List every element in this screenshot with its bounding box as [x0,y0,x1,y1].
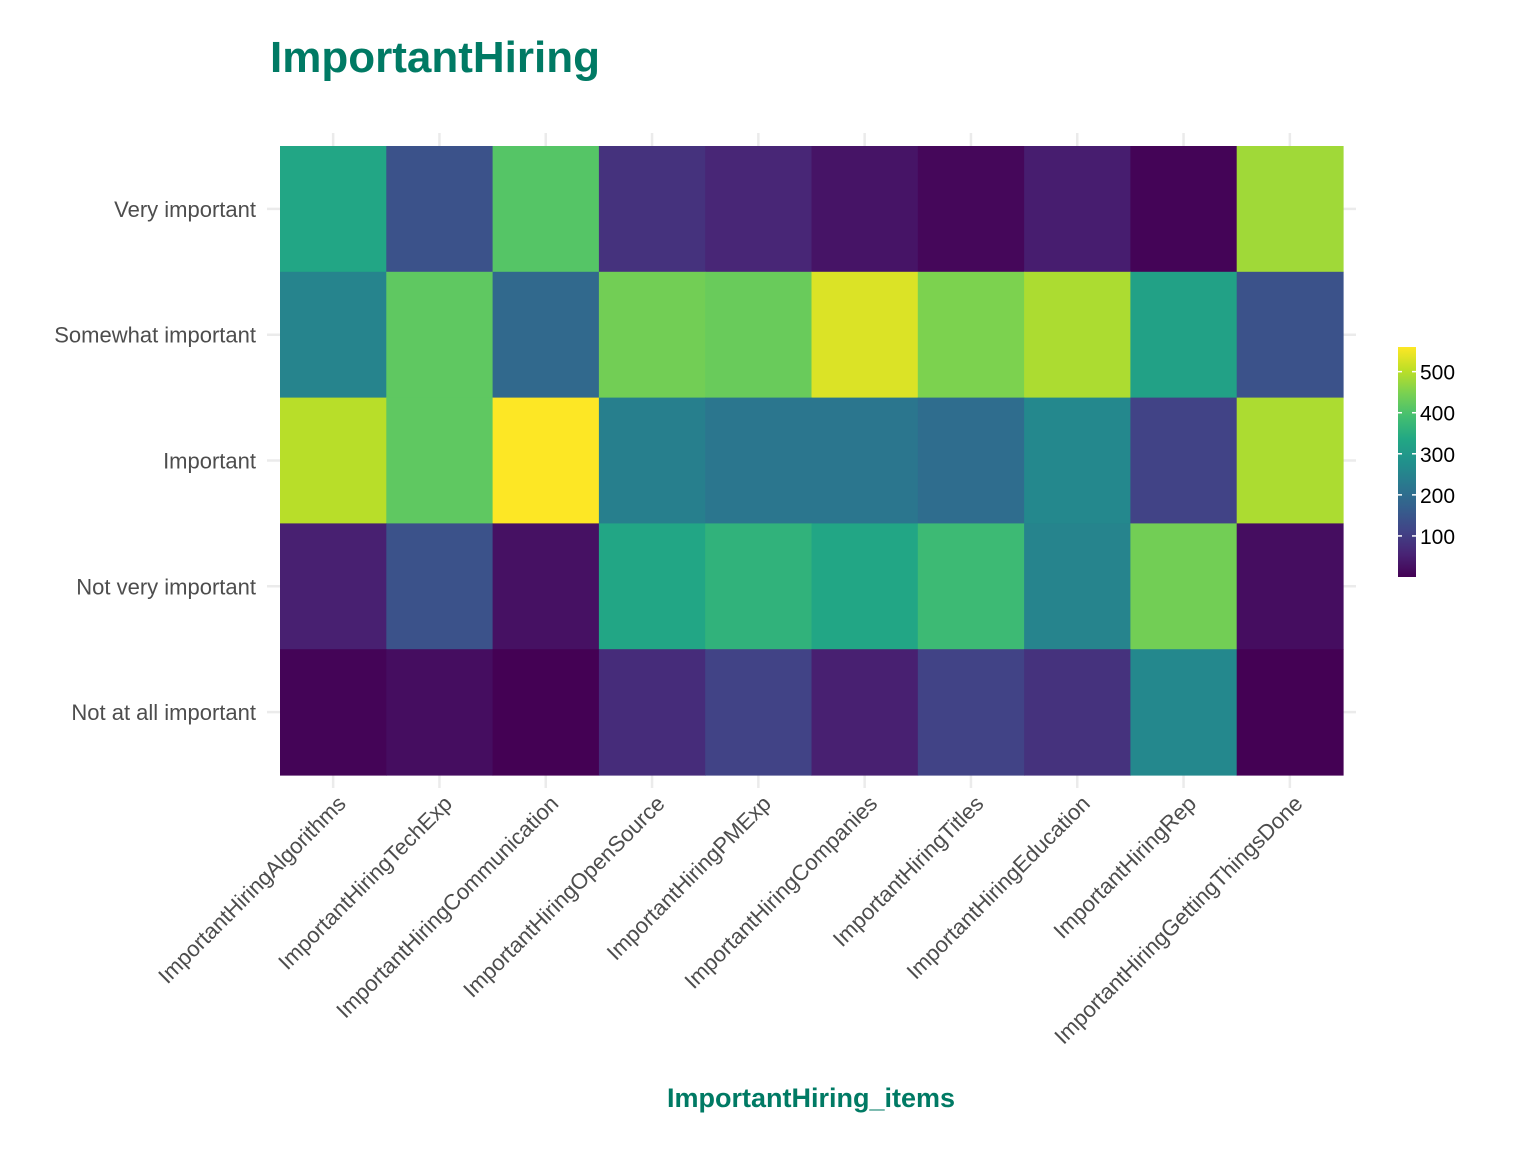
heatmap-cell [386,523,494,650]
y-tick-label: Important [163,449,256,474]
heatmap-cell [280,397,387,524]
heatmap-cell [492,397,600,524]
heatmap-cell [917,523,1025,650]
heatmap-cell [492,523,600,650]
y-tick-label: Somewhat important [54,323,256,348]
chart-title: ImportantHiring [270,33,600,82]
heatmap-cell [1236,271,1344,399]
heatmap-cell [1024,271,1131,399]
heatmap-cell [1130,397,1238,524]
heatmap-cell [386,397,494,524]
legend-tick-label: 300 [1420,444,1455,467]
y-tick-label: Not at all important [71,700,256,725]
heatmap-cell [811,397,919,524]
x-tick-label: ImportantHiringCompanies [679,791,882,994]
heatmap-cell [598,397,706,524]
heatmap-cell [598,523,706,650]
heatmap-cell [492,649,600,776]
heatmap-cell [1024,146,1131,273]
heatmap-cell [386,649,494,776]
x-tick-label: ImportantHiringEducation [902,791,1095,984]
heatmap-cells [280,146,1344,776]
y-tick-label: Not very important [76,574,256,599]
heatmap-cell [1024,649,1131,776]
legend-tick-label: 200 [1420,485,1455,508]
heatmap-cell [705,523,813,650]
heatmap-cell [811,271,919,399]
x-tick-label: ImportantHiringTechExp [273,791,457,975]
heatmap-cell [1130,271,1238,399]
heatmap-cell [1236,649,1344,776]
y-axis-tick-labels: Very important Somewhat important Importan… [54,197,256,725]
heatmap-cell [386,271,494,399]
legend-tick-label: 100 [1420,526,1455,549]
color-legend: 100 200 300 400 500 [1398,347,1455,577]
legend-tick-label: 400 [1420,403,1455,426]
heatmap-cell [280,523,387,650]
heatmap-cell [917,397,1025,524]
legend-colorbar [1398,347,1416,577]
heatmap-cell [492,271,600,399]
heatmap-cell [1236,523,1344,650]
heatmap-cell [811,523,919,650]
x-tick-label: ImportantHiringAlgorithms [153,791,351,989]
heatmap-cell [1130,523,1238,650]
heatmap-cell [1130,649,1238,776]
heatmap-cell [280,649,387,776]
heatmap-cell [811,649,919,776]
x-tick-label: ImportantHiringOpenSource [458,791,669,1002]
heatmap-cell [705,271,813,399]
heatmap-cell [811,146,919,273]
heatmap-cell [1024,397,1131,524]
heatmap-cell [1130,146,1238,273]
heatmap-cell [280,146,387,273]
heatmap-cell [917,271,1025,399]
heatmap-cell [705,397,813,524]
y-tick-label: Very important [114,197,256,222]
heatmap-cell [598,271,706,399]
x-axis-title: ImportantHiring_items [667,1083,955,1113]
heatmap-cell [705,649,813,776]
legend-tick-label: 500 [1420,362,1455,385]
heatmap-cell [1236,397,1344,524]
x-tick-label: ImportantHiringCommunication [331,791,563,1023]
heatmap-cell [1024,523,1131,650]
heatmap-cell [386,146,494,273]
heatmap-cell [492,146,600,273]
heatmap-cell [280,271,387,399]
heatmap-cell [917,649,1025,776]
heatmap-cell [598,146,706,273]
heatmap-cell [917,146,1025,273]
heatmap-cell [705,146,813,273]
heatmap-cell [1236,146,1344,273]
x-axis-tick-labels: ImportantHiringAlgorithmsImportantHiring… [153,791,1307,1049]
heatmap-cell [598,649,706,776]
